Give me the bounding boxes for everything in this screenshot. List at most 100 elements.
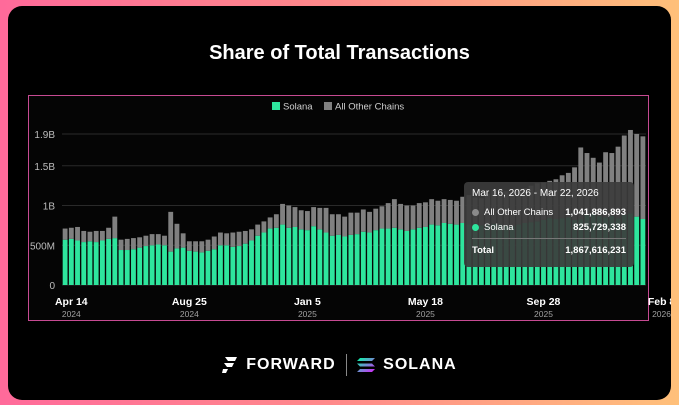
bar-all-other-chains: [186, 241, 192, 251]
x-tick-year: 2025: [534, 309, 553, 319]
bar-solana: [342, 236, 348, 285]
brand-divider: [345, 354, 348, 376]
solana-logo-icon: [357, 358, 376, 372]
x-tick-year: 2025: [298, 309, 317, 319]
bar-all-other-chains: [273, 214, 279, 228]
bar-solana: [205, 250, 211, 285]
bar-all-other-chains: [621, 135, 627, 216]
bar-solana: [124, 250, 130, 285]
y-tick-label: 1B: [43, 202, 56, 213]
bar-solana: [379, 228, 385, 285]
bar-all-other-chains: [180, 233, 186, 248]
bar-all-other-chains: [143, 235, 149, 247]
x-tick-label: Jan 5: [294, 296, 321, 308]
bar-solana: [68, 238, 74, 285]
bar-all-other-chains: [435, 200, 441, 226]
bar-solana: [391, 227, 397, 285]
bar-solana: [87, 241, 93, 285]
bar-solana: [634, 216, 640, 285]
bar-solana: [155, 244, 161, 285]
bar-all-other-chains: [162, 235, 167, 246]
bar-solana: [329, 235, 335, 285]
bar-solana: [137, 247, 143, 285]
x-tick-label: Sep 28: [527, 296, 561, 308]
footer-brand: FORWARD SOLANA: [8, 350, 671, 380]
bar-all-other-chains: [391, 199, 397, 228]
bar-solana: [62, 239, 68, 285]
bar-all-other-chains: [298, 210, 304, 230]
bar-all-other-chains: [280, 203, 285, 225]
bar-all-other-chains: [124, 238, 130, 251]
bar-all-other-chains: [106, 227, 112, 239]
bar-solana: [131, 249, 136, 285]
bar-solana: [180, 247, 186, 285]
bar-solana: [93, 242, 99, 285]
bar-all-other-chains: [385, 203, 391, 229]
bar-solana: [423, 226, 428, 285]
bar-all-other-chains: [460, 196, 466, 223]
forward-logo-icon: [222, 357, 238, 373]
bar-all-other-chains: [93, 230, 99, 243]
bar-solana: [447, 223, 453, 285]
bar-all-other-chains: [249, 229, 254, 241]
bar-solana: [112, 238, 118, 285]
bar-all-other-chains: [118, 239, 124, 251]
bar-solana: [81, 242, 87, 285]
bar-all-other-chains: [292, 207, 298, 227]
bar-solana: [168, 251, 174, 285]
bar-solana: [255, 235, 261, 285]
y-tick-label: 1.5B: [34, 162, 55, 173]
x-tick-label: Apr 14: [55, 296, 88, 308]
solana-dot-icon: [472, 224, 479, 231]
bar-all-other-chains: [193, 241, 198, 252]
bar-solana: [143, 246, 149, 285]
tooltip-row-total: Total 1,867,616,231: [472, 245, 626, 256]
bar-solana: [267, 228, 273, 285]
x-tick-year: 2024: [62, 309, 81, 319]
bar-solana: [367, 232, 372, 285]
bar-all-other-chains: [348, 212, 354, 235]
bar-all-other-chains: [149, 234, 155, 246]
bar-all-other-chains: [199, 241, 205, 253]
bar-solana: [373, 230, 379, 285]
bar-solana: [218, 245, 223, 285]
bar-solana: [193, 251, 198, 285]
bar-solana: [162, 245, 167, 285]
bar-all-other-chains: [81, 230, 87, 243]
bar-all-other-chains: [131, 238, 136, 250]
tooltip-other-value: 1,041,886,893: [565, 207, 626, 218]
bar-all-other-chains: [211, 236, 217, 250]
bar-all-other-chains: [224, 233, 230, 246]
bar-all-other-chains: [373, 208, 379, 231]
bar-all-other-chains: [205, 239, 211, 251]
bar-solana: [186, 250, 192, 285]
tooltip-date-range: Mar 16, 2026 - Mar 22, 2026: [472, 188, 599, 199]
bar-solana: [273, 227, 279, 285]
bar-all-other-chains: [323, 207, 329, 233]
bar-all-other-chains: [236, 231, 242, 247]
bar-all-other-chains: [429, 199, 435, 225]
bar-solana: [106, 238, 112, 285]
other-chains-dot-icon: [472, 209, 479, 216]
y-tick-label: 1.9B: [34, 130, 55, 141]
x-tick-label: Feb 8: [648, 296, 671, 308]
tooltip-total-label: Total: [472, 245, 494, 256]
solana-wordmark: SOLANA: [383, 356, 457, 373]
bar-solana: [441, 222, 447, 285]
bar-solana: [336, 234, 341, 285]
chart-tooltip: Mar 16, 2026 - Mar 22, 2026 All Other Ch…: [464, 182, 634, 267]
y-tick-label: 0: [49, 281, 55, 292]
bar-all-other-chains: [416, 203, 422, 228]
bar-solana: [149, 245, 155, 285]
tooltip-solana-label: Solana: [484, 222, 514, 233]
bar-all-other-chains: [336, 214, 341, 235]
bar-solana: [323, 232, 329, 285]
bar-solana: [460, 222, 466, 285]
bar-solana: [354, 234, 360, 285]
bar-solana: [242, 243, 248, 285]
x-tick-year: 2025: [416, 309, 435, 319]
bar-solana: [224, 245, 230, 285]
tooltip-separator: [472, 238, 626, 239]
bar-solana: [261, 232, 267, 285]
legend-swatch: [324, 102, 332, 110]
